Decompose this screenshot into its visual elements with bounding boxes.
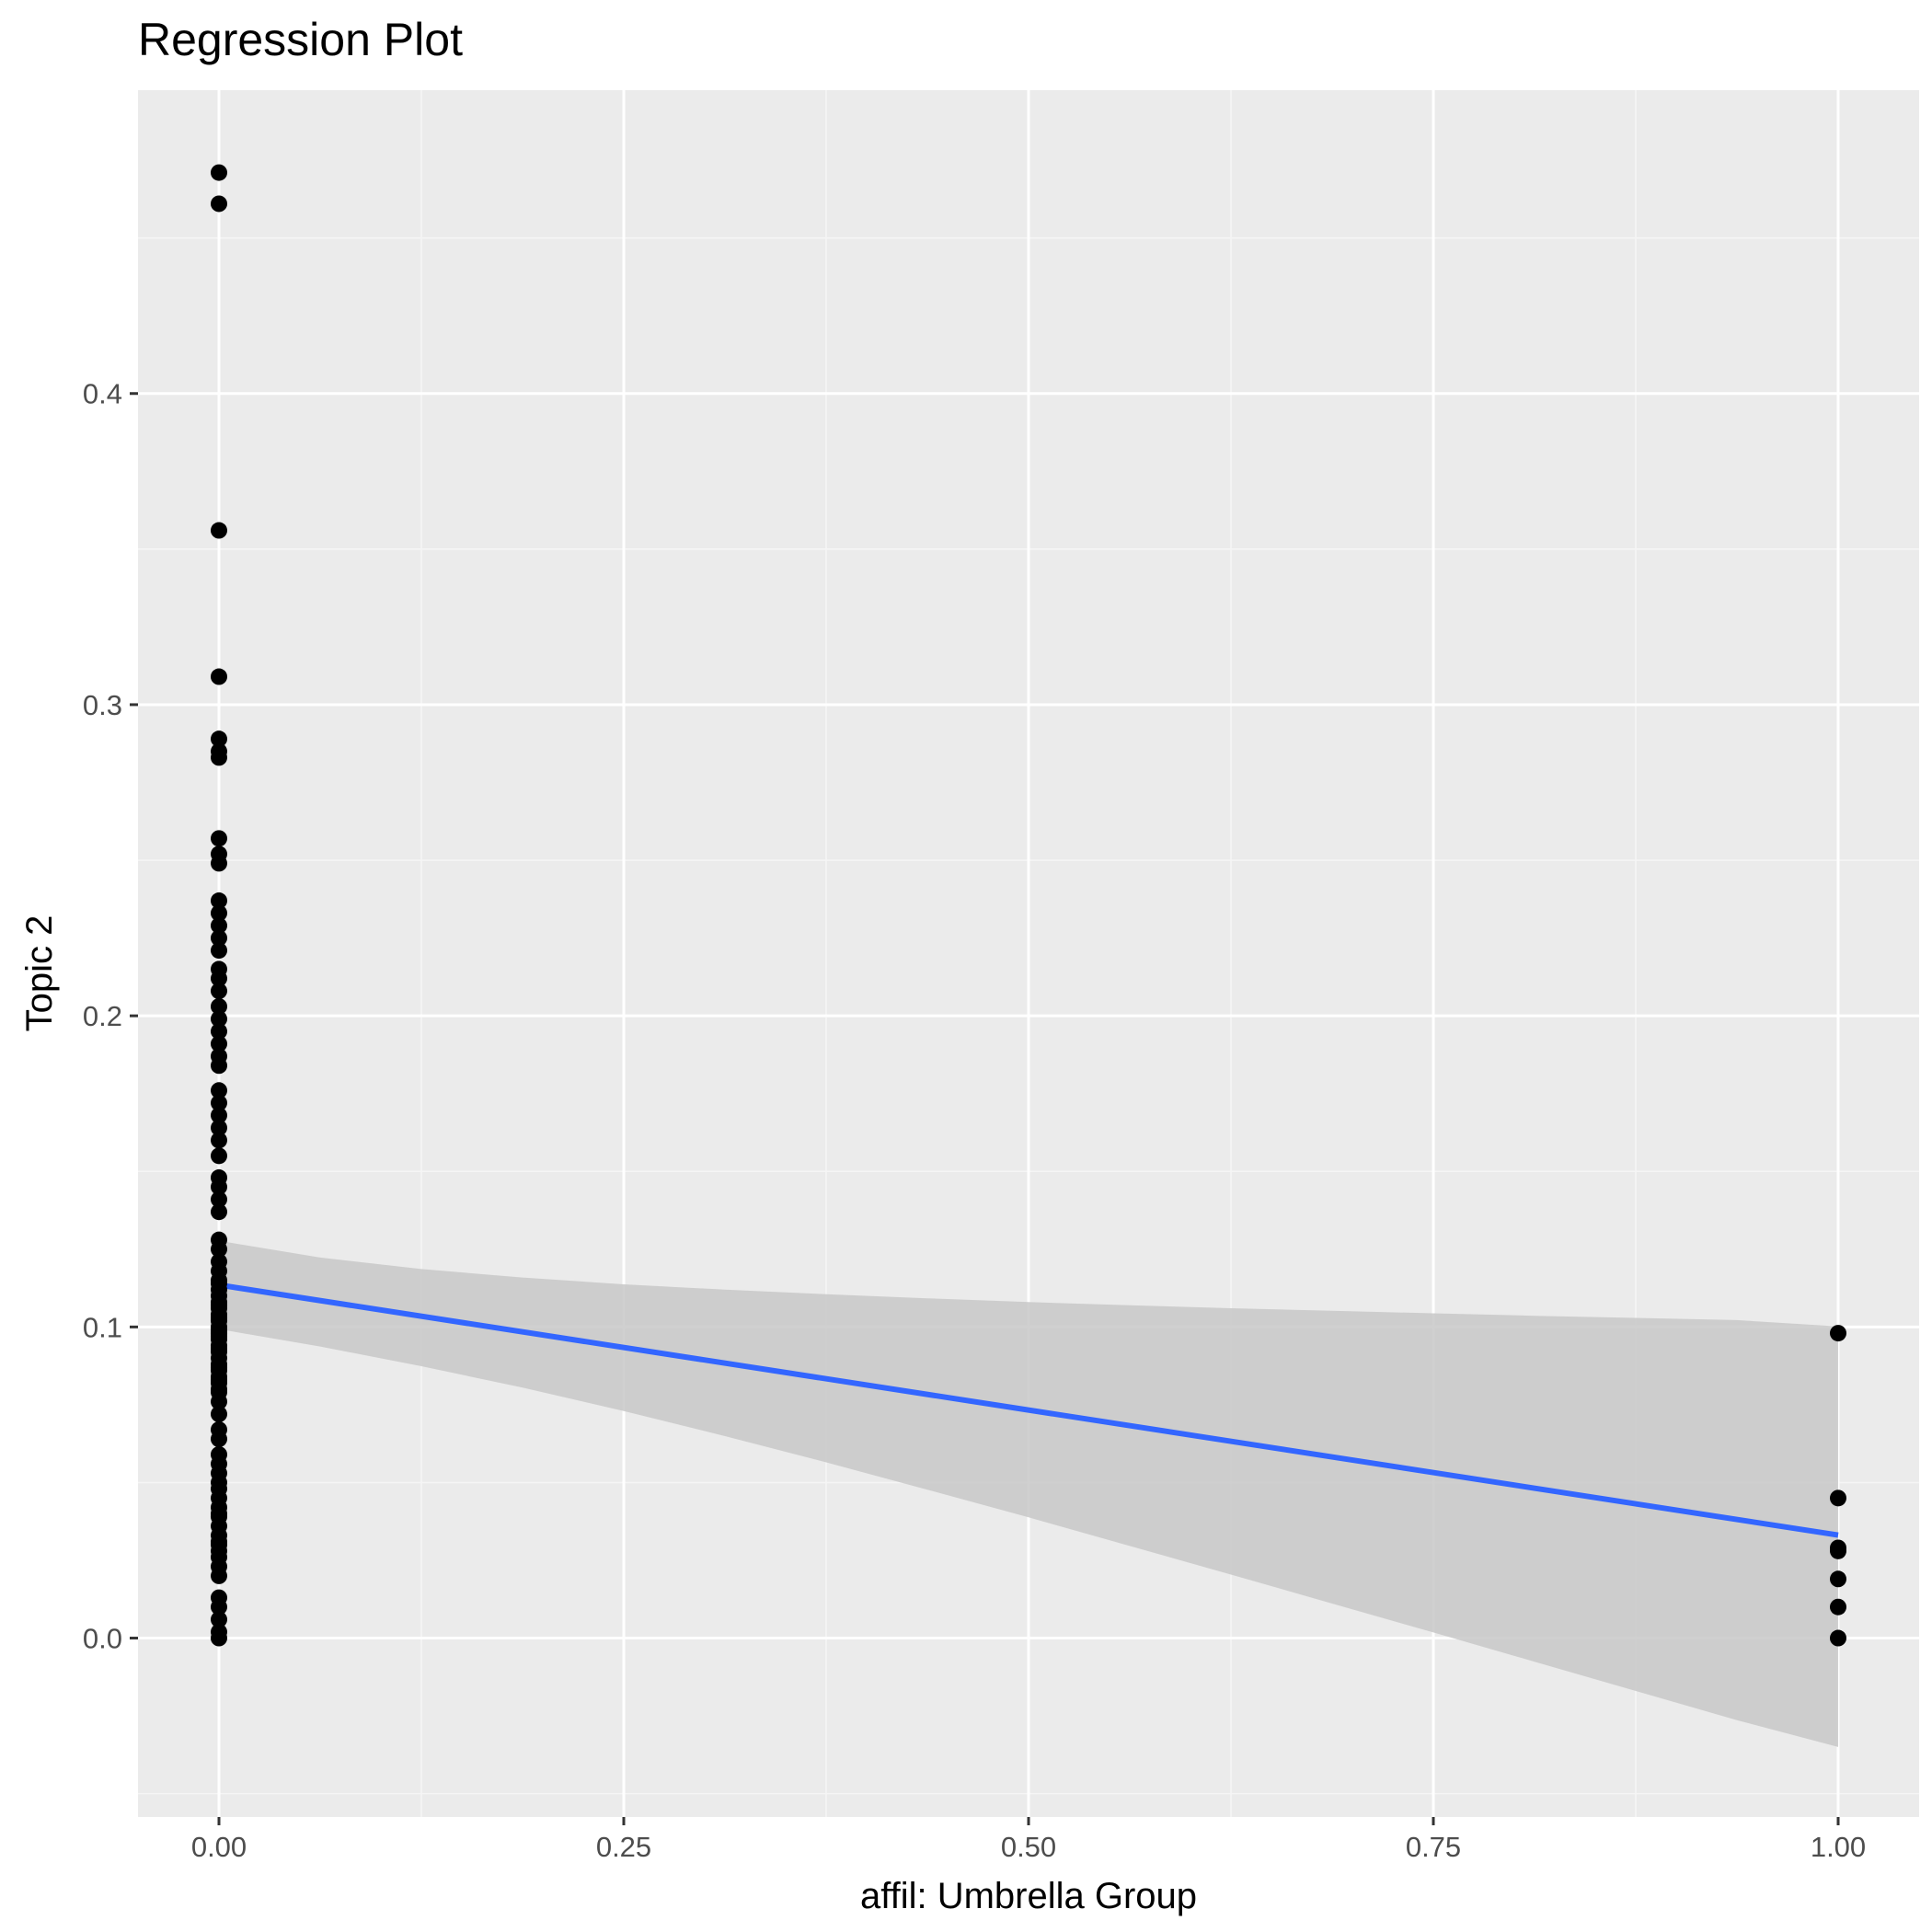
x-tick-label: 1.00 bbox=[1811, 1831, 1866, 1863]
data-point bbox=[211, 917, 227, 935]
data-point bbox=[1830, 1598, 1846, 1616]
data-point bbox=[1830, 1542, 1846, 1559]
data-point bbox=[211, 1359, 227, 1376]
data-point bbox=[211, 1119, 227, 1136]
y-tick-label: 0.4 bbox=[83, 378, 122, 410]
data-point bbox=[211, 983, 227, 1000]
data-point bbox=[211, 1107, 227, 1124]
data-point bbox=[211, 1567, 227, 1584]
data-point bbox=[211, 1393, 227, 1410]
data-point bbox=[1830, 1629, 1846, 1647]
x-axis-title: affil: Umbrella Group bbox=[860, 1876, 1197, 1916]
confidence-band bbox=[219, 1240, 1838, 1747]
y-tick-label: 0.1 bbox=[83, 1311, 122, 1343]
data-point bbox=[211, 1340, 227, 1358]
data-point bbox=[211, 164, 227, 181]
data-point bbox=[211, 929, 227, 947]
data-point bbox=[211, 1132, 227, 1149]
confidence-band-layer bbox=[219, 1240, 1838, 1747]
data-point bbox=[211, 1598, 227, 1616]
data-point bbox=[211, 1611, 227, 1628]
fit-line-layer bbox=[218, 1282, 1839, 1538]
data-point bbox=[211, 195, 227, 213]
data-point bbox=[211, 1533, 227, 1550]
x-tick-label: 0.50 bbox=[1001, 1831, 1056, 1863]
data-point bbox=[211, 1328, 227, 1345]
data-point bbox=[211, 1629, 227, 1647]
data-point bbox=[211, 1431, 227, 1448]
data-point bbox=[211, 730, 227, 748]
data-point bbox=[211, 1010, 227, 1028]
data-point bbox=[211, 1240, 227, 1258]
data-point bbox=[211, 997, 227, 1015]
x-tick-label: 0.00 bbox=[191, 1831, 247, 1863]
y-tick-label: 0.3 bbox=[83, 689, 122, 721]
y-axis-title: Topic 2 bbox=[19, 915, 60, 1032]
data-point bbox=[211, 1035, 227, 1052]
regression-line bbox=[218, 1282, 1839, 1538]
data-point bbox=[211, 830, 227, 847]
y-tick-label: 0.0 bbox=[83, 1623, 122, 1655]
data-point bbox=[1830, 1489, 1846, 1507]
data-point bbox=[211, 668, 227, 685]
data-point bbox=[211, 970, 227, 987]
x-tick-label: 0.25 bbox=[596, 1831, 651, 1863]
data-point bbox=[211, 1406, 227, 1423]
data-point bbox=[211, 1296, 227, 1314]
data-point bbox=[211, 522, 227, 539]
data-point bbox=[211, 942, 227, 960]
data-points-layer bbox=[211, 164, 1846, 1647]
data-point bbox=[211, 1309, 227, 1327]
chart-title: Regression Plot bbox=[138, 14, 463, 65]
data-point bbox=[211, 1371, 227, 1388]
x-axis: 0.00 0.25 0.50 0.75 1.00 bbox=[191, 1817, 1866, 1863]
data-point bbox=[211, 1190, 227, 1208]
data-point bbox=[211, 1147, 227, 1165]
data-point bbox=[211, 1505, 227, 1523]
x-tick-label: 0.75 bbox=[1406, 1831, 1461, 1863]
data-point bbox=[211, 749, 227, 766]
data-point bbox=[211, 1057, 227, 1075]
data-point bbox=[1830, 1325, 1846, 1342]
data-point bbox=[211, 1082, 227, 1099]
data-point bbox=[1830, 1570, 1846, 1588]
y-axis: 0.0 0.1 0.2 0.3 0.4 bbox=[83, 378, 138, 1655]
data-point bbox=[211, 1023, 227, 1041]
data-point bbox=[211, 892, 227, 910]
data-point bbox=[211, 1179, 227, 1196]
y-tick-label: 0.2 bbox=[83, 1000, 122, 1032]
data-point bbox=[211, 1094, 227, 1111]
data-point bbox=[211, 1274, 227, 1292]
data-point bbox=[211, 904, 227, 922]
data-point bbox=[211, 855, 227, 872]
data-point bbox=[211, 1203, 227, 1221]
